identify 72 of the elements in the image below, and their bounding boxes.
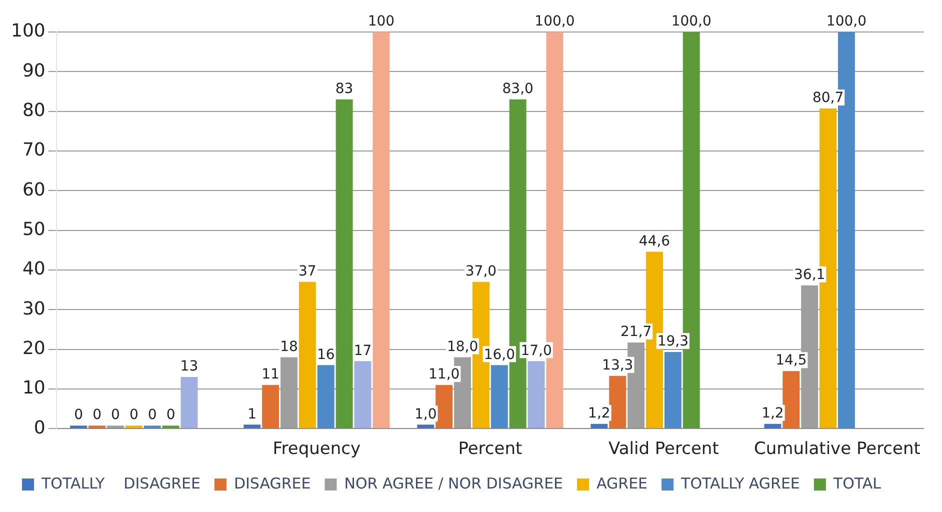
data-label: 21,7 <box>620 324 652 340</box>
data-label: 1,0 <box>414 406 437 422</box>
y-tick-label: 20 <box>22 338 46 359</box>
legend-label: AGREE <box>596 474 648 492</box>
data-label: 100 <box>368 14 395 30</box>
data-label: 17 <box>354 342 372 359</box>
y-tick-label: 80 <box>22 100 46 121</box>
bar <box>609 376 626 428</box>
data-label: 37,0 <box>465 264 497 280</box>
data-label: 83,0 <box>502 81 534 98</box>
bar <box>180 377 198 428</box>
bar <box>244 424 261 428</box>
data-label: 83 <box>335 81 354 98</box>
data-label: 36,1 <box>794 267 826 284</box>
bar <box>354 361 372 428</box>
data-label: 14,5 <box>776 352 807 369</box>
bar <box>528 361 545 428</box>
data-label: 18,0 <box>446 338 478 355</box>
y-tick-label: 40 <box>22 258 46 280</box>
data-label: 19,3 <box>657 334 689 350</box>
bar <box>782 371 800 428</box>
legend-label: TOTALLY DISAGREE <box>40 474 200 492</box>
data-label: 1,2 <box>762 405 784 422</box>
y-tick-label: 30 <box>22 298 46 320</box>
bar <box>262 384 280 428</box>
x-tick-label: Percent <box>458 439 522 460</box>
y-tick-label: 50 <box>22 218 46 240</box>
bar <box>764 424 782 428</box>
legend-label: TOTAL <box>832 474 882 492</box>
data-label: 0 <box>74 407 84 424</box>
y-tick-label: 100 <box>10 20 46 42</box>
data-label: 16 <box>316 346 335 363</box>
bar <box>317 365 334 428</box>
y-tick-label: 90 <box>22 60 46 82</box>
data-label: 100,0 <box>534 14 575 30</box>
data-label: 17,0 <box>520 342 552 359</box>
data-label: 100,0 <box>826 14 866 30</box>
data-label: 0 <box>129 407 138 424</box>
x-tick-label: Cumulative Percent <box>754 439 921 460</box>
data-label: 13,3 <box>602 357 634 374</box>
data-label: 100,0 <box>671 14 712 30</box>
data-label: 18 <box>280 338 298 355</box>
data-label: 16,0 <box>484 346 515 363</box>
data-label: 0 <box>166 407 176 424</box>
bar <box>298 282 316 428</box>
bar <box>590 424 608 428</box>
bar <box>664 352 682 428</box>
bar <box>336 99 353 428</box>
y-tick-label: 10 <box>22 378 46 399</box>
legend-label: NOR AGREE / NOR DISAGREE <box>344 474 564 492</box>
y-tick-label: 60 <box>22 179 46 200</box>
data-label: 0 <box>111 407 120 424</box>
legend-label: TOTALLY AGREE <box>680 474 800 492</box>
y-tick-label: 0 <box>34 417 46 438</box>
data-label: 11 <box>262 366 280 383</box>
data-label: 44,6 <box>638 233 670 250</box>
data-label: 11,0 <box>428 366 460 383</box>
y-tick-label: 70 <box>22 140 46 161</box>
data-label: 1 <box>248 406 257 422</box>
data-label: 37 <box>298 264 316 280</box>
data-label: 0 <box>92 407 102 424</box>
bar <box>417 424 434 428</box>
data-label: 80,7 <box>812 90 844 106</box>
data-label: 0 <box>148 407 157 424</box>
legend-label: DISAGREE <box>234 474 311 492</box>
bar <box>490 365 508 428</box>
x-tick-label: Frequency <box>272 439 361 460</box>
bar <box>372 32 390 428</box>
data-label: 1,2 <box>588 405 610 422</box>
data-label: 13 <box>180 358 198 375</box>
x-tick-label: Valid Percent <box>608 439 720 460</box>
bar <box>436 384 453 428</box>
